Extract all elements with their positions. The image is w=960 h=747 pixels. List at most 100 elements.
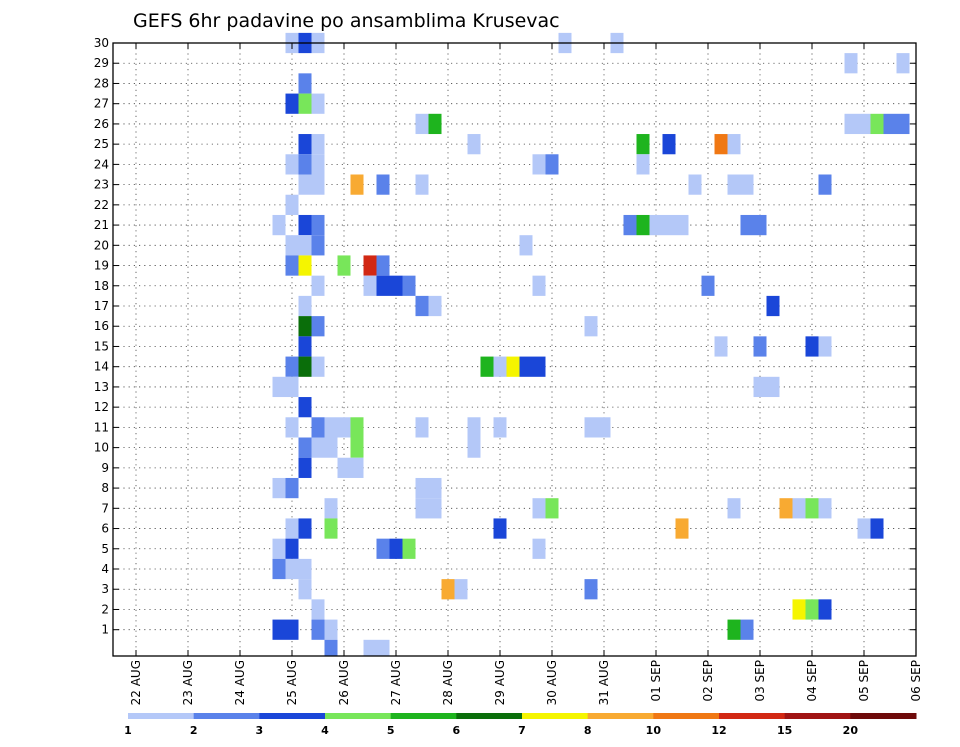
- y-tick-label: 3: [101, 582, 109, 596]
- precip-cell: [428, 498, 442, 519]
- precip-cell: [753, 214, 767, 236]
- precip-cell: [272, 619, 286, 640]
- legend-label: 6: [453, 724, 461, 737]
- precip-cell: [415, 113, 429, 135]
- y-tick-label: 9: [101, 461, 109, 475]
- y-tick-label: 24: [94, 157, 109, 171]
- precip-cell: [532, 154, 546, 175]
- precip-cell: [285, 235, 299, 256]
- legend-label: 8: [584, 724, 592, 737]
- precip-cell: [363, 639, 377, 656]
- precip-cell: [285, 376, 299, 398]
- precip-cell: [818, 599, 832, 620]
- precip-cell: [675, 518, 689, 539]
- precip-cell: [285, 619, 299, 640]
- legend-swatch: [587, 713, 654, 719]
- legend-swatch: [456, 713, 523, 719]
- legend-swatch: [850, 713, 917, 719]
- precip-cell: [402, 538, 416, 559]
- precip-cell: [636, 214, 650, 236]
- grid-lines: [113, 42, 916, 656]
- precip-cell: [532, 356, 546, 377]
- precipitation-cells: [272, 32, 910, 656]
- precip-cell: [376, 174, 390, 195]
- precip-cell: [649, 214, 663, 236]
- precip-cell: [311, 275, 325, 296]
- x-tick-label: 28 AUG: [441, 660, 455, 705]
- precip-cell: [298, 437, 312, 458]
- precip-cell: [662, 214, 676, 236]
- precip-cell: [441, 579, 455, 600]
- precip-cell: [896, 53, 910, 74]
- precip-cell: [532, 538, 546, 559]
- x-tick-label: 03 SEP: [753, 660, 767, 702]
- y-tick-label: 16: [94, 319, 109, 333]
- x-tick-label: 25 AUG: [285, 660, 299, 705]
- x-tick-label: 24 AUG: [233, 660, 247, 705]
- precip-cell: [727, 174, 741, 195]
- precip-cell: [311, 437, 325, 458]
- precip-cell: [766, 376, 780, 398]
- precip-cell: [376, 275, 390, 296]
- precip-cell: [467, 134, 481, 155]
- precip-cell: [805, 336, 819, 357]
- precip-cell: [285, 93, 299, 114]
- precip-cell: [298, 93, 312, 114]
- x-tick-label: 02 SEP: [701, 660, 715, 702]
- precip-cell: [805, 599, 819, 620]
- precip-cell: [402, 275, 416, 296]
- precip-cell: [285, 477, 299, 499]
- precip-cell: [285, 194, 299, 215]
- precip-cell: [584, 579, 598, 600]
- precip-cell: [298, 336, 312, 357]
- precip-cell: [298, 73, 312, 94]
- precip-cell: [298, 255, 312, 276]
- y-tick-label: 1: [101, 623, 109, 637]
- precip-cell: [727, 619, 741, 640]
- legend-label: 7: [518, 724, 526, 737]
- precip-cell: [298, 295, 312, 317]
- precip-cell: [298, 457, 312, 478]
- y-tick-label: 4: [101, 562, 109, 576]
- legend-swatch: [128, 713, 195, 719]
- precip-cell: [298, 154, 312, 175]
- precip-cell: [740, 619, 754, 640]
- x-tick-label: 22 AUG: [129, 660, 143, 705]
- plot-frame: [112, 42, 917, 657]
- precip-cell: [415, 174, 429, 195]
- precip-cell: [818, 336, 832, 357]
- precip-cell: [818, 498, 832, 519]
- precip-cell: [389, 538, 403, 559]
- color-legend: 1 2 3 4 5 6 7 8 10 12 15 20: [124, 713, 917, 737]
- precip-cell: [714, 134, 728, 155]
- precip-cell: [298, 518, 312, 539]
- precip-cell: [415, 295, 429, 317]
- legend-label: 2: [190, 724, 198, 737]
- x-tick-label: 30 AUG: [545, 660, 559, 705]
- precip-cell: [545, 498, 559, 519]
- precip-cell: [636, 134, 650, 155]
- y-tick-label: 28: [94, 76, 109, 90]
- legend-label: 1: [124, 724, 132, 737]
- chart-title: GEFS 6hr padavine po ansamblima Krusevac: [133, 10, 560, 32]
- precip-cell: [532, 275, 546, 296]
- x-tick-label: 01 SEP: [649, 660, 663, 702]
- precip-cell: [493, 518, 507, 539]
- legend-label: 15: [777, 724, 792, 737]
- precip-cell: [298, 235, 312, 256]
- precip-cell: [350, 417, 364, 438]
- precip-cell: [740, 214, 754, 236]
- legend-swatch: [522, 713, 589, 719]
- precip-cell: [662, 134, 676, 155]
- precip-cell: [675, 214, 689, 236]
- precip-cell: [363, 255, 377, 276]
- precip-cell: [272, 558, 286, 580]
- precip-cell: [415, 498, 429, 519]
- precip-cell: [688, 174, 702, 195]
- precip-cell: [454, 579, 468, 600]
- y-tick-label: 12: [94, 400, 109, 414]
- precip-cell: [532, 498, 546, 519]
- precip-cell: [818, 174, 832, 195]
- y-axis-ticks: 1234567891011121314151617181920212223242…: [94, 36, 916, 637]
